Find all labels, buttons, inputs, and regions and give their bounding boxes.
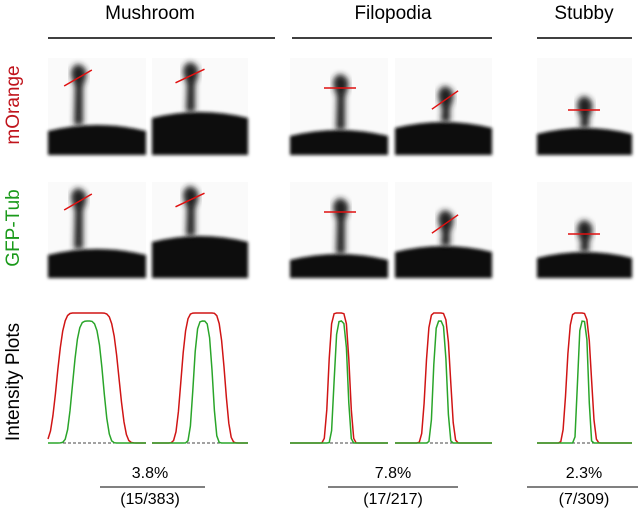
percent: 2.3% (566, 465, 602, 482)
spine (438, 210, 454, 246)
micrograph (537, 182, 632, 278)
green-trace (152, 320, 248, 444)
dendrite (537, 252, 632, 278)
scan-line (63, 69, 93, 87)
intensity-plots (47, 312, 632, 444)
column-title: Filopodia (354, 3, 432, 24)
scan-line (431, 90, 459, 110)
red-trace (47, 312, 146, 444)
micrograph (152, 58, 248, 155)
dendrite (152, 236, 248, 278)
spine (438, 86, 454, 122)
fraction: (17/217) (363, 491, 423, 508)
dendrite (48, 125, 146, 155)
scan-line (175, 68, 205, 84)
scan-line (431, 214, 459, 234)
dendrite (537, 128, 632, 155)
micrograph (152, 182, 248, 278)
scan-line (63, 193, 93, 211)
percent: 3.8% (132, 465, 168, 482)
dendrite (395, 246, 492, 278)
micrograph (395, 182, 492, 278)
micrograph (48, 58, 146, 155)
row-label: Intensity Plots (3, 323, 24, 441)
column-title: Mushroom (105, 3, 195, 24)
dendrite (152, 112, 248, 155)
row-label: mOrange (3, 65, 24, 144)
micrograph (395, 58, 492, 155)
green-trace (290, 320, 388, 444)
percent: 7.8% (375, 465, 411, 482)
micrograph (290, 58, 388, 155)
dendrite (395, 122, 492, 155)
micrograph (290, 182, 388, 278)
green-trace (48, 320, 146, 444)
dendrite (290, 130, 388, 155)
fraction: (15/383) (120, 491, 180, 508)
spine (577, 220, 593, 252)
green-trace (537, 320, 632, 444)
red-trace (290, 312, 388, 444)
column-title: Stubby (554, 3, 614, 24)
micrographs (48, 58, 632, 278)
red-trace (152, 312, 248, 444)
micrograph (48, 182, 146, 278)
dendrite (48, 249, 146, 278)
dendrite (290, 254, 388, 278)
row-label: GFP-Tub (3, 189, 24, 266)
red-trace (537, 312, 632, 444)
green-trace (395, 320, 492, 444)
spine (577, 96, 593, 128)
fraction: (7/309) (559, 491, 610, 508)
micrograph (537, 58, 632, 155)
scan-line (175, 192, 205, 208)
